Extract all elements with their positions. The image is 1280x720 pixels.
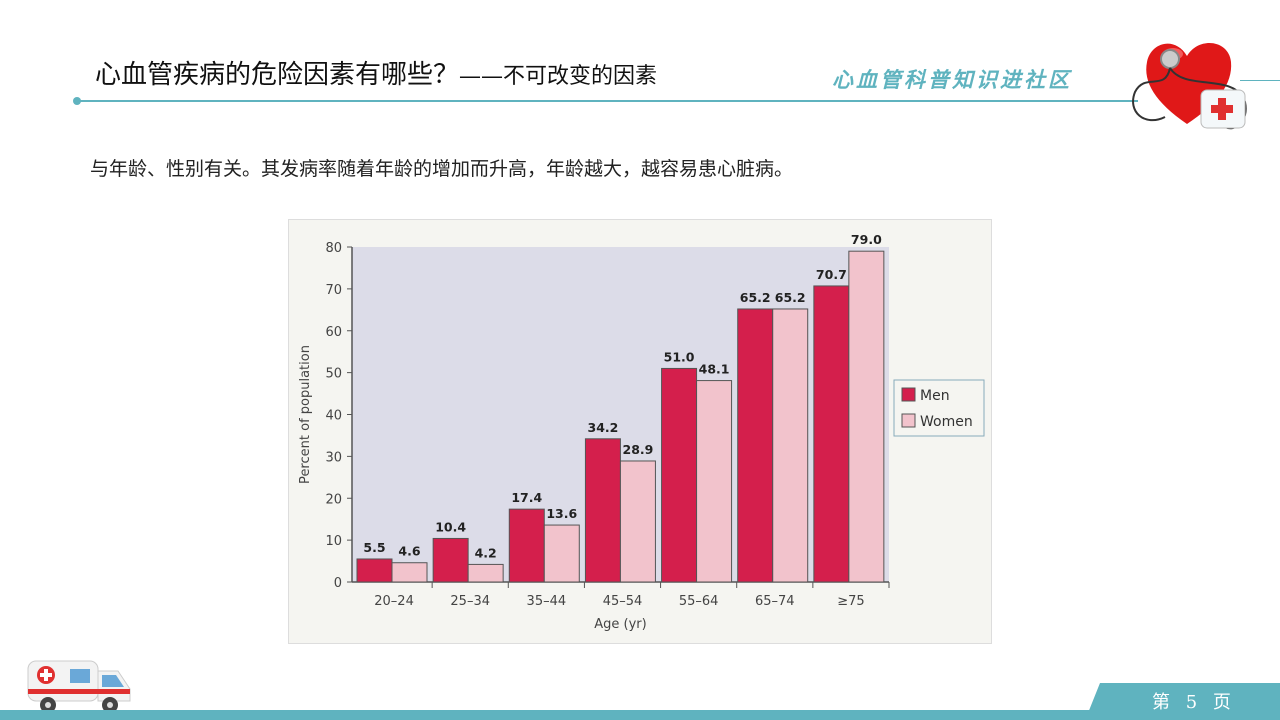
bar-men [356, 558, 393, 583]
page-title: 心血管疾病的危险因素有哪些？——不可改变的因素 [95, 54, 657, 91]
data-label: 34.2 [588, 420, 619, 435]
bar-men [661, 367, 698, 583]
y-tick-label: 40 [325, 409, 342, 424]
y-axis-title: Percent of population [298, 345, 313, 484]
bar-men [813, 285, 850, 583]
divider-dot [73, 97, 81, 105]
header-divider [78, 100, 1138, 102]
bar-women [848, 250, 885, 583]
body-text: 与年龄、性别有关。其发病率随着年龄的增加而升高，年龄越大，越容易患心脏病。 [90, 158, 794, 180]
data-label: 17.4 [511, 490, 542, 505]
bar-women [696, 380, 733, 583]
footer-bar [0, 710, 1280, 720]
data-label: 10.4 [435, 519, 466, 534]
data-label: 70.7 [816, 267, 847, 282]
legend-label-women: Women [920, 414, 973, 430]
x-tick-label: 20–24 [374, 594, 414, 609]
brand-text: 心血管科普知识进社区 [832, 68, 1072, 92]
data-label: 48.1 [699, 362, 730, 377]
bar-men [432, 537, 469, 583]
legend-label-men: Men [920, 388, 950, 404]
ambulance-icon [27, 660, 131, 713]
page-number: 第 5 页 [1152, 692, 1231, 713]
bar-women [467, 563, 504, 583]
data-label: 5.5 [363, 540, 385, 555]
chart-image: 0 10 20 30 40 50 60 70 80 20–24 5.5 4.6 25–34 10.4 4.2… [288, 219, 992, 644]
data-label: 65.2 [775, 290, 806, 305]
x-tick-label: 35–44 [527, 594, 567, 609]
data-label: 4.6 [398, 544, 420, 559]
header-divider-right [1240, 80, 1280, 81]
y-tick-label: 80 [325, 241, 342, 256]
data-label: 4.2 [475, 545, 497, 560]
y-tick-label: 0 [334, 576, 342, 591]
data-label: 65.2 [740, 290, 771, 305]
y-tick-label: 30 [325, 450, 342, 465]
bar-women [619, 460, 656, 583]
x-tick-label: ≥75 [837, 594, 864, 609]
data-label: 28.9 [623, 442, 654, 457]
bar-women [391, 562, 428, 583]
y-tick-label: 50 [325, 367, 342, 382]
x-tick-label: 65–74 [755, 594, 795, 609]
x-tick-label: 45–54 [603, 594, 643, 609]
legend-swatch-women [901, 413, 916, 428]
y-tick-label: 20 [325, 492, 342, 507]
bar-men [508, 508, 545, 583]
data-label: 13.6 [546, 506, 577, 521]
y-tick-label: 10 [325, 534, 342, 549]
legend-swatch-men [901, 387, 916, 402]
heart-stethoscope-logo [1132, 43, 1247, 130]
bar-women [772, 308, 809, 583]
bar-men [737, 308, 774, 583]
y-tick-label: 60 [325, 325, 342, 340]
bar-women [543, 524, 580, 583]
x-tick-label: 25–34 [450, 594, 490, 609]
y-tick-label: 70 [325, 283, 342, 298]
bar-men [584, 438, 621, 583]
x-axis-title: Age (yr) [594, 617, 646, 632]
title-main: 心血管疾病的危险因素有哪些？ [95, 60, 460, 90]
bar-chart: 0 10 20 30 40 50 60 70 80 20–24 5.5 4.6 25–34 10.4 4.2… [298, 232, 985, 632]
title-sub: ——不可改变的因素 [459, 64, 658, 89]
page-number-tab [1088, 683, 1280, 713]
data-label: 51.0 [664, 349, 695, 364]
data-label: 79.0 [851, 232, 882, 247]
x-tick-label: 55–64 [679, 594, 719, 609]
